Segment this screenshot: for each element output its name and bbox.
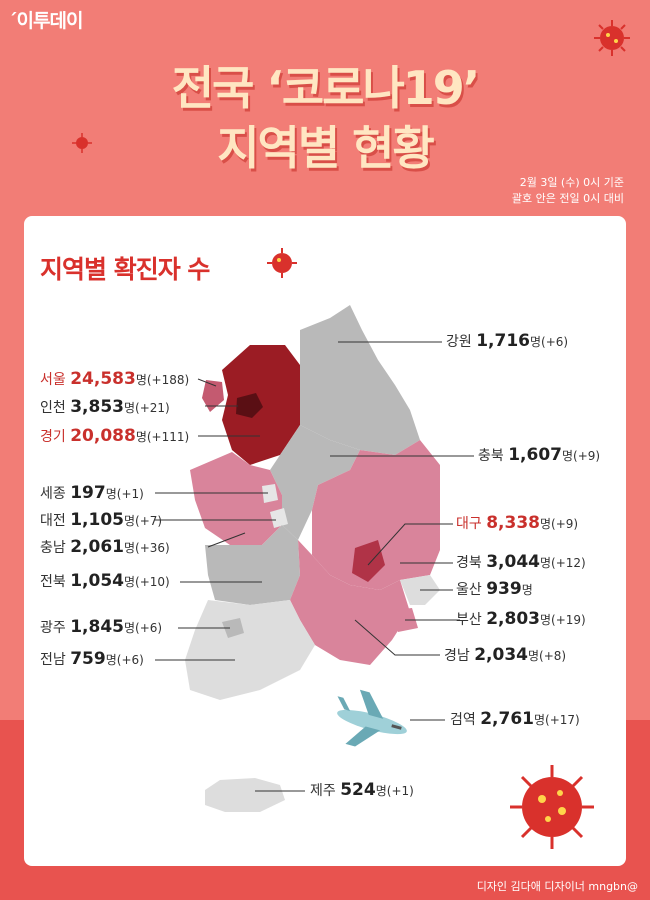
region-label-chungnam: 충남 2,061명(+36)	[40, 537, 170, 557]
region-chungnam	[190, 452, 282, 545]
region-label-chungbuk: 충북 1,607명(+9)	[478, 445, 601, 465]
region-label-gyeonggi: 경기 20,088명(+111)	[40, 426, 190, 446]
region-sejong	[262, 484, 278, 503]
virus-icon	[267, 248, 297, 278]
region-label-gyeongnam: 경남 2,034명(+8)	[444, 645, 567, 665]
page-title-line1: 전국 ‘코로나19’	[171, 61, 481, 115]
region-label-daejeon: 대전 1,105명(+7)	[40, 510, 163, 530]
region-label-ulsan: 울산 939명	[456, 579, 533, 599]
region-gangwon	[292, 305, 420, 455]
brand-logo: ˊ이투데이	[8, 10, 83, 32]
airplane-icon	[337, 689, 407, 747]
region-gyeongnam	[290, 540, 410, 665]
region-seoul	[236, 393, 263, 418]
region-label-jeonbuk: 전북 1,054명(+10)	[40, 571, 170, 591]
region-incheon	[202, 380, 224, 412]
basis-note: 괄호 안은 전일 0시 대비	[511, 192, 624, 205]
region-label-jeonnam: 전남 759명(+6)	[40, 649, 144, 669]
region-label-quarantine: 검역 2,761명(+17)	[450, 709, 580, 729]
region-jeonbuk	[205, 525, 300, 605]
virus-icon	[72, 133, 92, 153]
region-jeju	[205, 778, 285, 812]
region-label-gangwon: 강원 1,716명(+6)	[446, 331, 569, 351]
leader-lines	[155, 341, 474, 792]
region-label-gyeongbuk: 경북 3,044명(+12)	[456, 552, 586, 572]
card-title: 지역별 확진자 수	[40, 255, 210, 284]
region-daejeon	[270, 508, 288, 528]
region-gwangju	[222, 618, 244, 638]
region-daegu	[352, 540, 385, 582]
basis-date: 2월 3일 (수) 0시 기준	[519, 176, 624, 189]
region-label-seoul: 서울 24,583명(+188)	[40, 369, 190, 389]
region-label-daegu: 대구 8,338명(+9)	[456, 513, 579, 533]
region-chungbuk	[270, 425, 360, 540]
region-label-incheon: 인천 3,853명(+21)	[40, 397, 170, 417]
region-label-busan: 부산 2,803명(+19)	[456, 609, 586, 629]
page-title-line2: 지역별 현황	[217, 121, 435, 175]
region-gyeongbuk	[312, 440, 440, 590]
region-label-jeju: 제주 524명(+1)	[310, 780, 414, 800]
region-label-sejong: 세종 197명(+1)	[40, 483, 144, 503]
region-label-gwangju: 광주 1,845명(+6)	[40, 617, 163, 637]
designer-credit: 디자인 김다애 디자이너 mngbn@	[476, 880, 638, 893]
virus-icon	[594, 20, 630, 56]
virus-icon	[510, 765, 594, 849]
region-jeonnam	[185, 600, 315, 700]
